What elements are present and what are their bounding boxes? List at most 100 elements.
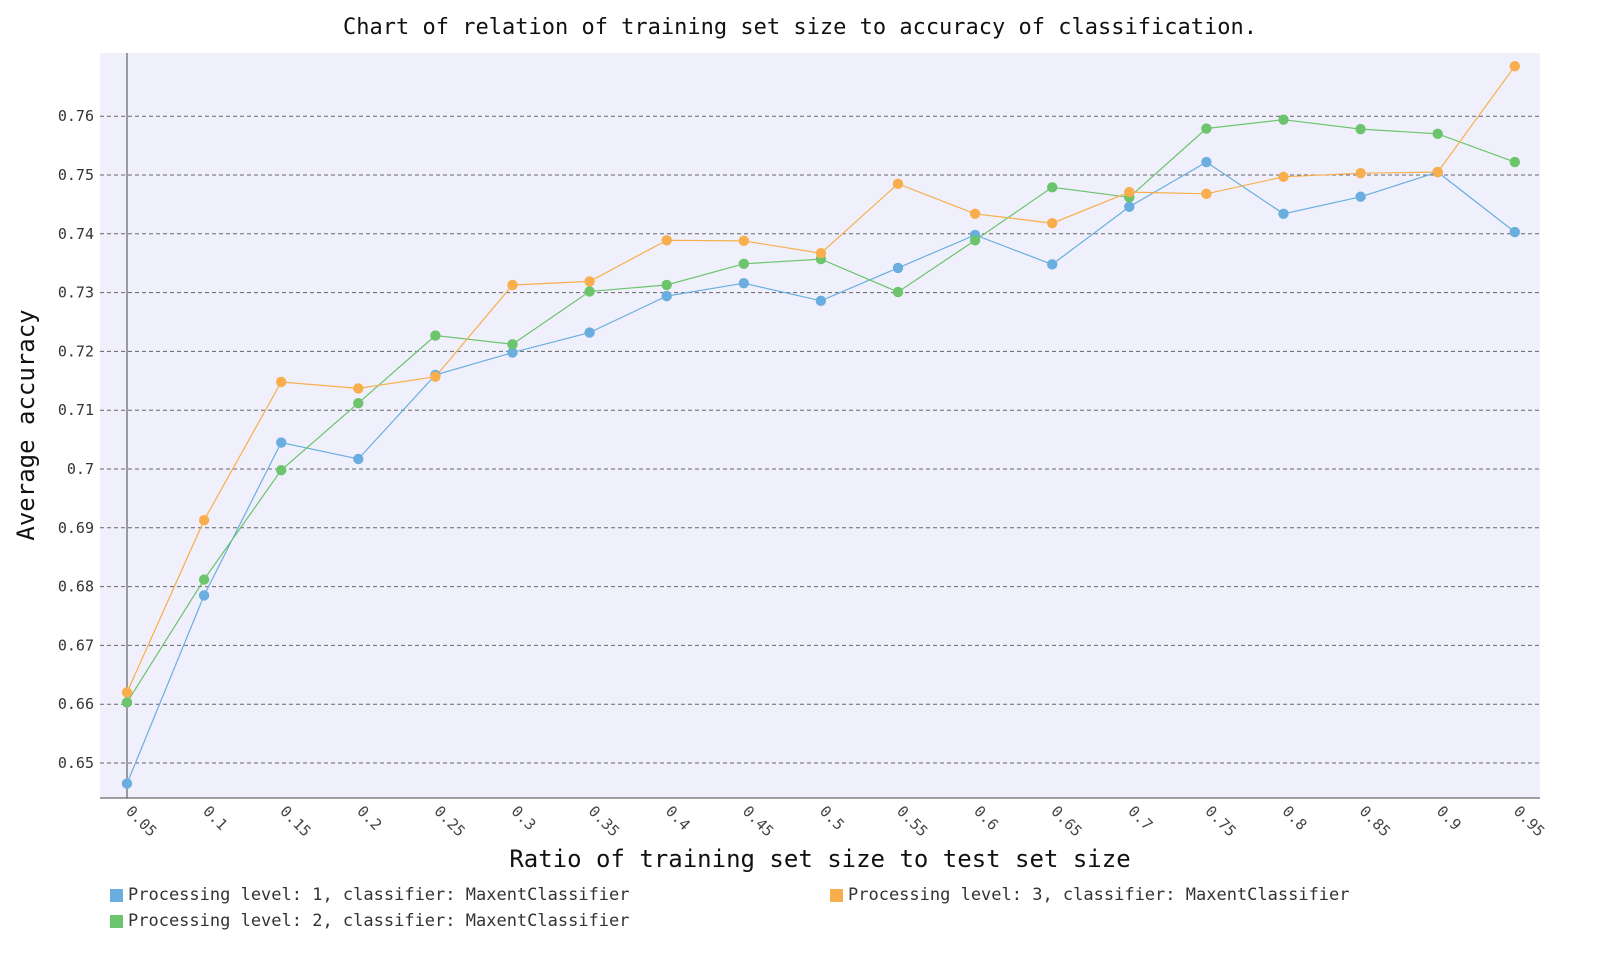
legend-swatch-level-2 (110, 914, 123, 928)
legend-label-level-3: Processing level: 3, classifier: MaxentC… (848, 885, 1350, 905)
data-point-series-2 (738, 258, 749, 269)
legend-item-level-1[interactable]: Processing level: 1, classifier: MaxentC… (110, 885, 630, 905)
x-tick-label: 0.95 (1510, 802, 1548, 840)
data-point-series-1 (584, 327, 595, 338)
legend-item-level-3[interactable]: Processing level: 3, classifier: MaxentC… (830, 885, 1350, 905)
x-tick-label: 0.45 (739, 802, 777, 840)
y-tick-label: 0.74 (58, 225, 94, 243)
data-point-series-1 (1278, 208, 1289, 220)
x-tick-label: 0.55 (893, 802, 931, 840)
x-tick-label: 0.35 (585, 802, 623, 840)
data-point-series-3 (1201, 188, 1212, 200)
data-point-series-1 (661, 290, 672, 302)
data-point-series-1 (1509, 226, 1521, 238)
data-point-series-1 (815, 295, 827, 307)
data-point-series-1 (507, 347, 518, 358)
data-point-series-1 (121, 778, 133, 789)
y-gridlines (100, 115, 1540, 764)
data-point-series-2 (1047, 182, 1058, 193)
x-tick-label: 0.6 (970, 802, 1002, 834)
x-tick-label: 0.1 (199, 802, 231, 834)
y-tick-label: 0.69 (58, 519, 94, 537)
data-point-series-3 (276, 376, 287, 388)
y-tick-label: 0.73 (58, 284, 94, 302)
x-tick-label: 0.7 (1124, 802, 1156, 834)
y-tick-label: 0.67 (58, 636, 94, 654)
data-point-series-1 (1201, 156, 1212, 168)
data-point-series-3 (969, 208, 981, 220)
data-point-series-1 (1355, 191, 1366, 202)
data-point-series-3 (892, 178, 904, 190)
x-tick-label: 0.05 (122, 802, 160, 840)
data-point-series-2 (198, 574, 210, 585)
data-point-series-2 (1432, 128, 1443, 140)
data-point-series-3 (121, 687, 133, 698)
legend-item-level-2[interactable]: Processing level: 2, classifier: MaxentC… (110, 911, 630, 931)
x-tick-label: 0.15 (276, 802, 314, 840)
y-tick-label: 0.72 (58, 342, 94, 360)
x-tick-label: 0.2 (353, 802, 385, 834)
data-point-series-3 (1278, 171, 1289, 182)
data-point-series-3 (430, 371, 441, 382)
x-axis-label: Ratio of training set size to test set s… (509, 845, 1130, 873)
data-point-series-1 (353, 453, 364, 465)
y-tick-label: 0.65 (58, 754, 94, 772)
x-tick-label: 0.85 (1356, 802, 1394, 840)
y-tick-label: 0.76 (58, 107, 94, 125)
data-point-series-2 (1509, 156, 1521, 168)
data-point-series-1 (892, 262, 904, 274)
data-point-series-1 (198, 590, 210, 601)
x-tick-label: 0.8 (1279, 802, 1311, 834)
data-point-series-3 (353, 383, 364, 394)
data-point-series-2 (661, 279, 672, 291)
x-tick-label: 0.5 (816, 802, 848, 834)
data-point-series-2 (969, 235, 981, 246)
data-point-series-3 (661, 235, 672, 246)
data-point-series-2 (353, 397, 364, 409)
y-tick-label: 0.71 (58, 401, 94, 419)
y-tick-label: 0.68 (58, 578, 94, 596)
x-tick-label: 0.3 (508, 802, 540, 834)
data-point-series-2 (507, 339, 518, 350)
data-point-series-1 (738, 277, 749, 289)
x-tick-label: 0.4 (662, 802, 694, 834)
data-point-series-2 (1355, 123, 1366, 135)
legend-swatch-level-3 (830, 888, 843, 902)
data-point-series-3 (1124, 186, 1135, 198)
y-tick-label: 0.66 (58, 695, 94, 713)
data-point-series-1 (1124, 201, 1135, 212)
data-point-series-3 (815, 248, 827, 259)
chart-title: Chart of relation of training set size t… (343, 15, 1257, 40)
legend-label-level-2: Processing level: 2, classifier: MaxentC… (128, 911, 630, 931)
data-point-series-3 (1355, 168, 1366, 179)
data-point-series-2 (1201, 123, 1212, 134)
data-point-series-3 (1509, 61, 1521, 72)
data-point-series-2 (276, 464, 287, 476)
y-tick-labels: 0.65 0.66 0.67 0.68 0.69 0.7 0.71 0.72 0.73 0.74 0… (58, 107, 94, 772)
data-point-series-2 (121, 697, 133, 708)
data-point-series-3 (1047, 218, 1058, 229)
legend-label-level-1: Processing level: 1, classifier: MaxentC… (128, 885, 630, 905)
data-point-series-1 (1047, 259, 1058, 270)
x-tick-label: 0.25 (431, 802, 469, 840)
data-point-series-2 (1278, 114, 1289, 125)
plot-area (100, 53, 1540, 798)
x-tick-label: 0.75 (1202, 802, 1240, 840)
data-point-series-2 (892, 286, 904, 298)
x-tick-label: 0.65 (1047, 802, 1085, 840)
data-point-series-3 (738, 235, 749, 247)
y-tick-label: 0.75 (58, 166, 94, 184)
data-point-series-3 (198, 514, 210, 526)
x-tick-labels: 0.05 0.1 0.15 0.2 0.25 0.3 0.35 0.4 0.45 0.5 0.55 0… (122, 802, 1548, 840)
y-axis-label: Average accuracy (12, 309, 40, 540)
y-tick-label: 0.7 (67, 460, 94, 478)
data-point-series-2 (430, 330, 441, 341)
data-point-series-3 (507, 279, 518, 291)
data-point-series-3 (584, 276, 595, 287)
legend-swatch-level-1 (110, 888, 123, 902)
data-point-series-2 (584, 286, 595, 297)
series-points (121, 61, 1521, 789)
data-point-series-3 (1432, 166, 1443, 178)
x-tick-label: 0.9 (1433, 802, 1465, 834)
